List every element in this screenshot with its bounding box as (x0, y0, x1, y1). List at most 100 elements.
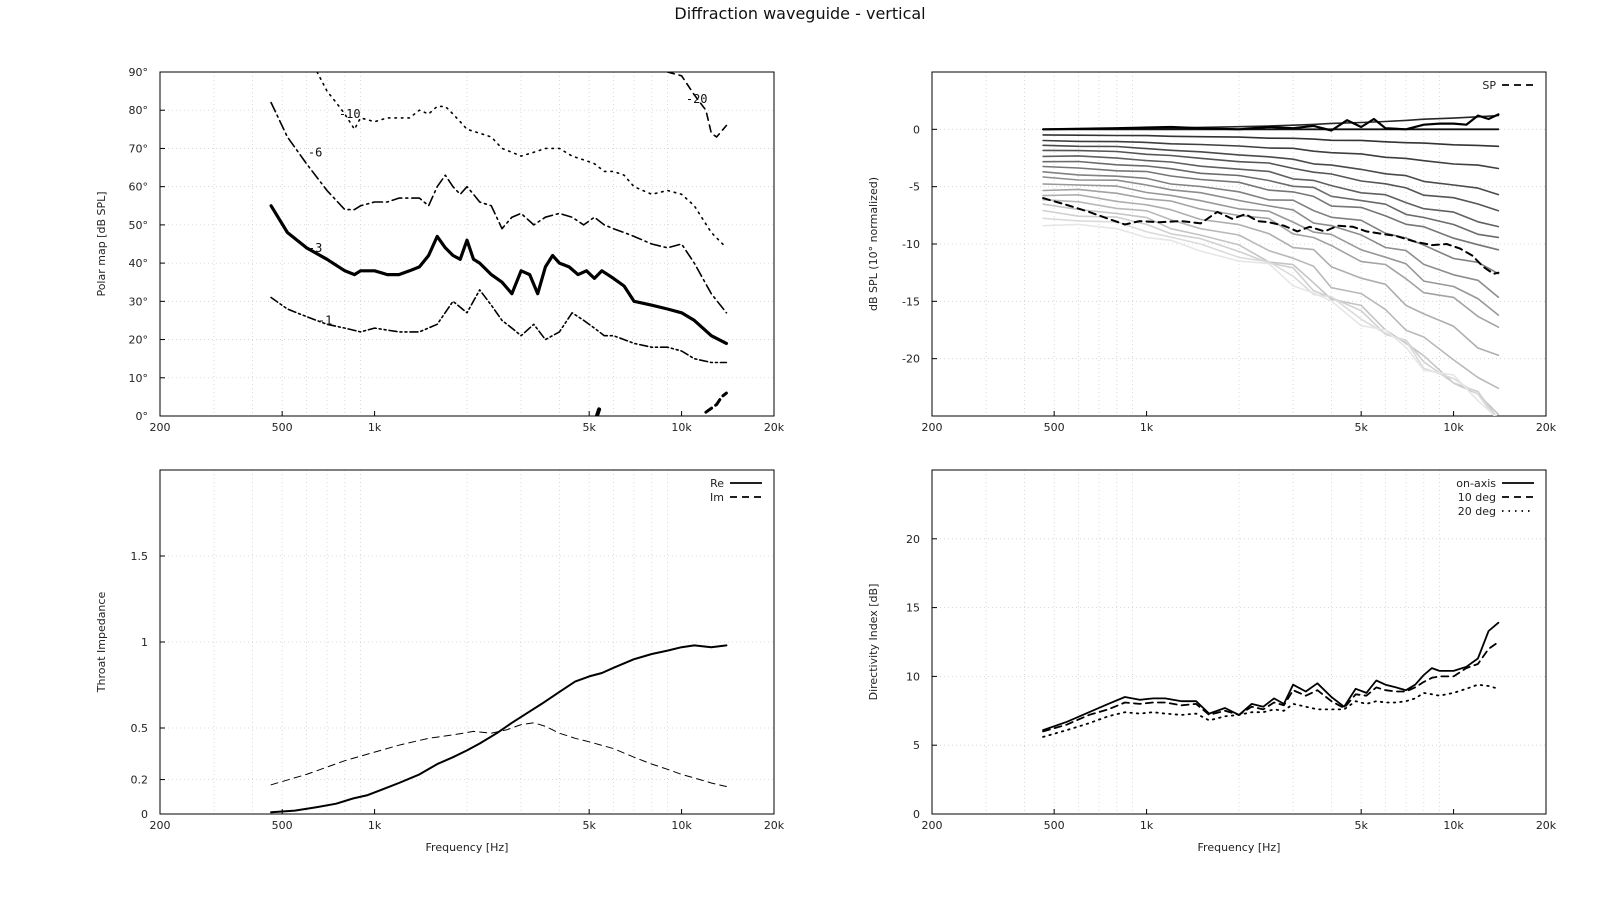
x-tick-label: 1k (1140, 819, 1154, 832)
y-tick-label: 20 (906, 533, 920, 546)
legend-label: Re (710, 477, 724, 490)
off-axis-curve (1042, 139, 1500, 170)
plot-frame (159, 71, 775, 417)
x-tick-label: 500 (272, 421, 293, 434)
y-tick-label: 40° (129, 257, 149, 270)
x-tick-label: 1k (368, 819, 382, 832)
y-axis-label: dB SPL (10° normalized) (867, 177, 880, 311)
legend-label: Im (710, 491, 724, 504)
x-tick-label: 20k (764, 421, 785, 434)
x-tick-label: 20k (1536, 421, 1557, 434)
contour-label: -10 (339, 107, 361, 121)
y-tick-label: 5 (913, 739, 920, 752)
off-axis-curve (1042, 209, 1497, 416)
x-tick-label: 200 (150, 819, 171, 832)
y-tick-label: 0° (136, 410, 149, 423)
x-tick-label: 10k (671, 819, 692, 832)
contour-label: -6 (308, 145, 322, 159)
x-tick-label: 5k (1354, 421, 1368, 434)
plot-area (1042, 621, 1500, 738)
series-line (594, 406, 602, 416)
contour-label: -20 (686, 92, 708, 106)
x-axis-label: Frequency [Hz] (1198, 841, 1281, 854)
off-axis-curve (1042, 160, 1500, 239)
off-axis-curve (1042, 155, 1500, 228)
x-tick-label: 200 (922, 421, 943, 434)
x-tick-label: 5k (1354, 819, 1368, 832)
y-tick-label: 0 (913, 808, 920, 821)
x-tick-label: 500 (272, 819, 293, 832)
y-tick-label: 0.5 (131, 722, 149, 735)
x-tick-label: 10k (1443, 421, 1464, 434)
series-line (270, 101, 728, 314)
off-axis-curve (1042, 183, 1500, 316)
off-axis-curve (1042, 171, 1500, 275)
off-axis-curve (1042, 198, 1500, 390)
y-tick-label: -20 (902, 353, 920, 366)
y-tick-label: 60° (129, 181, 149, 194)
y-tick-label: 15 (906, 602, 920, 615)
y-axis-label: Polar map [dB SPL] (95, 191, 108, 296)
x-tick-label: 500 (1044, 819, 1065, 832)
y-axis-label: Directivity Index [dB] (867, 584, 880, 701)
legend-label: SP (1482, 79, 1496, 92)
y-tick-label: -10 (902, 238, 920, 251)
y-axis-label: Throat Impedance (95, 592, 108, 694)
x-tick-label: 5k (582, 421, 596, 434)
sp-curve (1042, 197, 1500, 275)
directivity-index-panel: 200 500 1k 5k 10k 20k 0 5 10 15 20 Directivity Inde… (867, 469, 1557, 854)
throat-impedance-panel: 200 500 1k 5k 10k 20k 0 0.2 0.5 1 1.5 Throat Impeda… (95, 469, 785, 854)
off-axis-curve (1042, 144, 1500, 196)
off-axis-curve (1042, 165, 1500, 251)
off-axis-curve (1042, 134, 1500, 148)
y-tick-label: 30° (129, 295, 149, 308)
off-axis-curve (1042, 203, 1500, 416)
on-axis-curve (1041, 113, 1500, 132)
y-tick-label: 80° (129, 104, 149, 117)
legend-label: on-axis (1456, 477, 1496, 490)
x-tick-label: 20k (764, 819, 785, 832)
plot-frame (931, 469, 1547, 815)
series-line (270, 289, 728, 364)
series-line (1042, 641, 1500, 733)
y-tick-label: 1 (141, 636, 148, 649)
y-tick-label: 70° (129, 142, 149, 155)
polar-map-panel: 200 500 1k 5k 10k 20k 0° 10° 20° 30° 40° 50° 60° 70° 8… (95, 66, 785, 434)
y-tick-label: 50° (129, 219, 149, 232)
x-axis-label: Frequency [Hz] (426, 841, 509, 854)
series-line (270, 722, 727, 787)
series-line (666, 72, 728, 138)
y-tick-label: 20° (129, 334, 149, 347)
x-tick-label: 1k (1140, 421, 1154, 434)
plot-area (1041, 113, 1500, 416)
series-line (316, 72, 728, 249)
y-tick-label: 0 (141, 808, 148, 821)
x-tick-label: 10k (671, 421, 692, 434)
off-axis-curve (1042, 149, 1500, 212)
y-tick-label: 10° (129, 372, 149, 385)
x-tick-label: 200 (922, 819, 943, 832)
series-line (269, 204, 729, 345)
series-line (270, 644, 728, 814)
off-axis-curve (1042, 188, 1500, 329)
off-axis-curve (1042, 217, 1495, 416)
y-tick-label: -5 (909, 181, 920, 194)
y-tick-label: 10 (906, 670, 920, 683)
spl-normalized-panel: 200 500 1k 5k 10k 20k 0 -5 -10 -15 -20 dB SPL (10° … (867, 71, 1557, 434)
contour-label: -3 (308, 241, 322, 255)
plot-area (269, 72, 729, 416)
off-axis-curve (1042, 194, 1500, 357)
y-tick-label: 0.2 (131, 774, 149, 787)
y-tick-label: 0 (913, 123, 920, 136)
series-line (704, 391, 728, 414)
legend-label: 20 deg (1458, 505, 1496, 518)
y-tick-label: -15 (902, 295, 920, 308)
series-line (1042, 683, 1500, 738)
y-tick-label: 90° (129, 66, 149, 79)
off-axis-curve (1042, 176, 1500, 299)
x-tick-label: 500 (1044, 421, 1065, 434)
y-tick-label: 1.5 (131, 550, 149, 563)
legend-label: 10 deg (1458, 491, 1496, 504)
off-axis-curve (1042, 223, 1497, 416)
